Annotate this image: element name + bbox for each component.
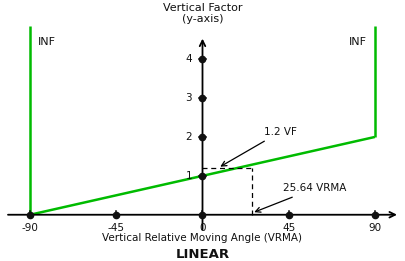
Text: 2: 2 (185, 132, 192, 142)
Text: INF: INF (349, 37, 367, 47)
Text: -45: -45 (108, 223, 125, 233)
Text: Vertical Relative Moving Angle (VRMA): Vertical Relative Moving Angle (VRMA) (102, 233, 303, 243)
Text: 1: 1 (185, 171, 192, 181)
Text: 0: 0 (199, 223, 206, 233)
Text: 4: 4 (185, 54, 192, 64)
Text: -90: -90 (22, 223, 38, 233)
Text: Vertical Factor
(y-axis): Vertical Factor (y-axis) (163, 3, 242, 24)
Text: 3: 3 (185, 93, 192, 103)
Text: 1.2 VF: 1.2 VF (222, 127, 297, 166)
Text: 45: 45 (282, 223, 295, 233)
Text: INF: INF (38, 37, 56, 47)
Text: LINEAR: LINEAR (175, 248, 230, 261)
Text: 90: 90 (368, 223, 382, 233)
Text: 25.64 VRMA: 25.64 VRMA (256, 183, 346, 212)
